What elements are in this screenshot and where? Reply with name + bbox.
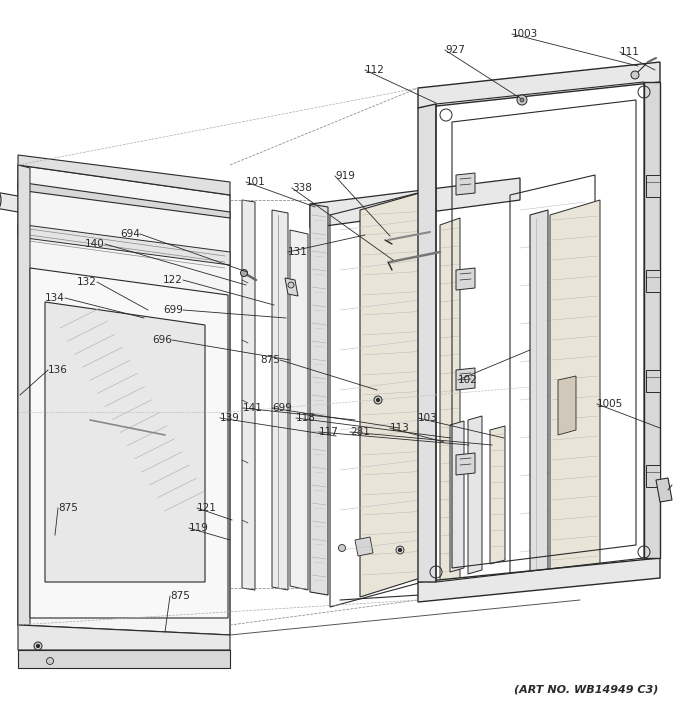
Polygon shape: [440, 218, 460, 588]
Circle shape: [631, 71, 639, 79]
Polygon shape: [418, 104, 436, 582]
Polygon shape: [285, 278, 298, 296]
Text: 118: 118: [296, 413, 316, 423]
Text: 696: 696: [152, 335, 172, 345]
Circle shape: [396, 546, 404, 554]
Text: 136: 136: [48, 365, 68, 375]
Text: 112: 112: [365, 65, 385, 75]
Text: 699: 699: [163, 305, 183, 315]
Polygon shape: [490, 426, 505, 564]
Text: 117: 117: [319, 427, 339, 437]
Polygon shape: [18, 224, 230, 265]
Polygon shape: [0, 192, 18, 212]
Circle shape: [37, 645, 39, 647]
Polygon shape: [30, 268, 228, 618]
Circle shape: [241, 270, 248, 276]
Text: (ART NO. WB14949 C3): (ART NO. WB14949 C3): [513, 685, 658, 695]
Text: 132: 132: [77, 277, 97, 287]
Polygon shape: [558, 376, 576, 435]
Text: 699: 699: [272, 403, 292, 413]
Polygon shape: [456, 173, 475, 195]
Circle shape: [517, 95, 527, 105]
Text: 1003: 1003: [512, 29, 539, 39]
Text: 119: 119: [189, 523, 209, 533]
Polygon shape: [456, 453, 475, 475]
Circle shape: [34, 642, 42, 650]
Text: 338: 338: [292, 183, 312, 193]
Polygon shape: [418, 62, 660, 108]
Polygon shape: [656, 478, 672, 502]
Polygon shape: [418, 558, 660, 602]
Text: 140: 140: [85, 239, 105, 249]
Text: 134: 134: [45, 293, 65, 303]
Polygon shape: [456, 368, 475, 390]
Text: 139: 139: [220, 413, 240, 423]
Polygon shape: [646, 175, 660, 197]
Text: 122: 122: [163, 275, 183, 285]
Polygon shape: [646, 270, 660, 292]
Polygon shape: [530, 210, 548, 578]
Circle shape: [377, 399, 379, 402]
Polygon shape: [18, 182, 230, 218]
Circle shape: [520, 98, 524, 102]
Text: 102: 102: [458, 375, 478, 385]
Text: 111: 111: [620, 47, 640, 57]
Text: 875: 875: [170, 591, 190, 601]
Polygon shape: [646, 370, 660, 392]
Circle shape: [288, 282, 294, 288]
Ellipse shape: [0, 189, 1, 211]
Text: 875: 875: [260, 355, 280, 365]
Circle shape: [374, 396, 382, 404]
Text: 1005: 1005: [597, 399, 624, 409]
Polygon shape: [18, 650, 230, 668]
Text: 121: 121: [197, 503, 217, 513]
Text: 113: 113: [390, 423, 410, 433]
Text: 101: 101: [246, 177, 266, 187]
Polygon shape: [310, 178, 520, 228]
Polygon shape: [456, 268, 475, 290]
Text: 103: 103: [418, 413, 438, 423]
Text: 919: 919: [335, 171, 355, 181]
Polygon shape: [290, 230, 308, 590]
Polygon shape: [18, 625, 230, 650]
Polygon shape: [355, 537, 373, 556]
Circle shape: [339, 544, 345, 552]
Polygon shape: [272, 210, 288, 590]
Polygon shape: [360, 190, 430, 597]
Polygon shape: [450, 421, 464, 572]
Circle shape: [46, 658, 54, 665]
Text: 141: 141: [243, 403, 263, 413]
Polygon shape: [468, 416, 482, 574]
Polygon shape: [646, 465, 660, 487]
Polygon shape: [310, 204, 328, 595]
Polygon shape: [550, 200, 600, 588]
Polygon shape: [18, 155, 230, 195]
Text: 927: 927: [445, 45, 465, 55]
Polygon shape: [18, 165, 230, 635]
Text: 131: 131: [288, 247, 308, 257]
Text: 875: 875: [58, 503, 78, 513]
Polygon shape: [242, 200, 255, 590]
Polygon shape: [45, 302, 205, 582]
Text: 281: 281: [350, 427, 370, 437]
Polygon shape: [644, 82, 660, 558]
Polygon shape: [18, 165, 30, 625]
Text: 694: 694: [120, 229, 140, 239]
Circle shape: [398, 549, 401, 552]
